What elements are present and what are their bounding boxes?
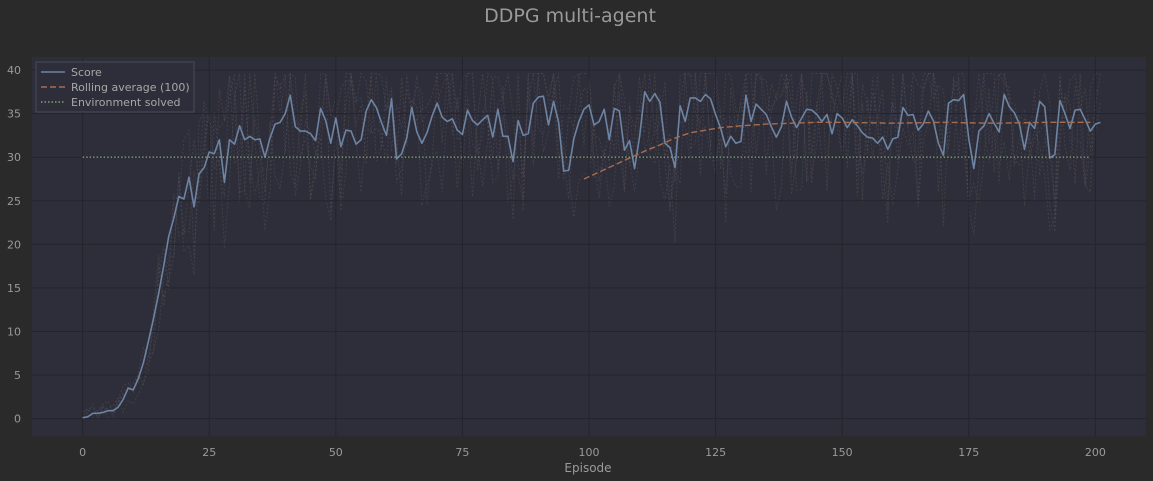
y-tick-label: 25 [7, 195, 21, 208]
x-tick-label: 75 [455, 446, 469, 459]
x-tick-label: 50 [329, 446, 343, 459]
x-tick-label: 100 [579, 446, 600, 459]
legend-label-score: Score [71, 66, 102, 79]
x-tick-label: 0 [79, 446, 86, 459]
legend-label-environment-solved: Environment solved [71, 96, 181, 109]
x-axis-label: Episode [564, 461, 611, 475]
y-tick-label: 10 [7, 325, 21, 338]
x-tick-label: 25 [202, 446, 216, 459]
grid [32, 57, 1146, 436]
x-tick-label: 125 [705, 446, 726, 459]
series-layer [82, 91, 1101, 419]
legend: Score Rolling average (100) Environment … [35, 61, 195, 113]
y-tick-label: 15 [7, 282, 21, 295]
x-tick-label: 150 [832, 446, 853, 459]
x-tick-label: 175 [958, 446, 979, 459]
rolling-average-line [583, 121, 1091, 180]
score-line [82, 91, 1101, 419]
y-tick-label: 5 [14, 369, 21, 382]
y-tick-label: 40 [7, 64, 21, 77]
chart-title: DDPG multi-agent [484, 5, 656, 27]
y-tick-label: 30 [7, 151, 21, 164]
x-tick-label: 200 [1085, 446, 1106, 459]
tick-labels: 0 25 50 75 100 125 150 175 200 0 5 10 15 20 25 30 35 40 [7, 64, 1106, 459]
agent-trace-line [82, 71, 1101, 420]
legend-label-rolling-average: Rolling average (100) [71, 81, 190, 94]
y-tick-label: 0 [14, 413, 21, 426]
y-tick-label: 35 [7, 108, 21, 121]
y-tick-label: 20 [7, 238, 21, 251]
